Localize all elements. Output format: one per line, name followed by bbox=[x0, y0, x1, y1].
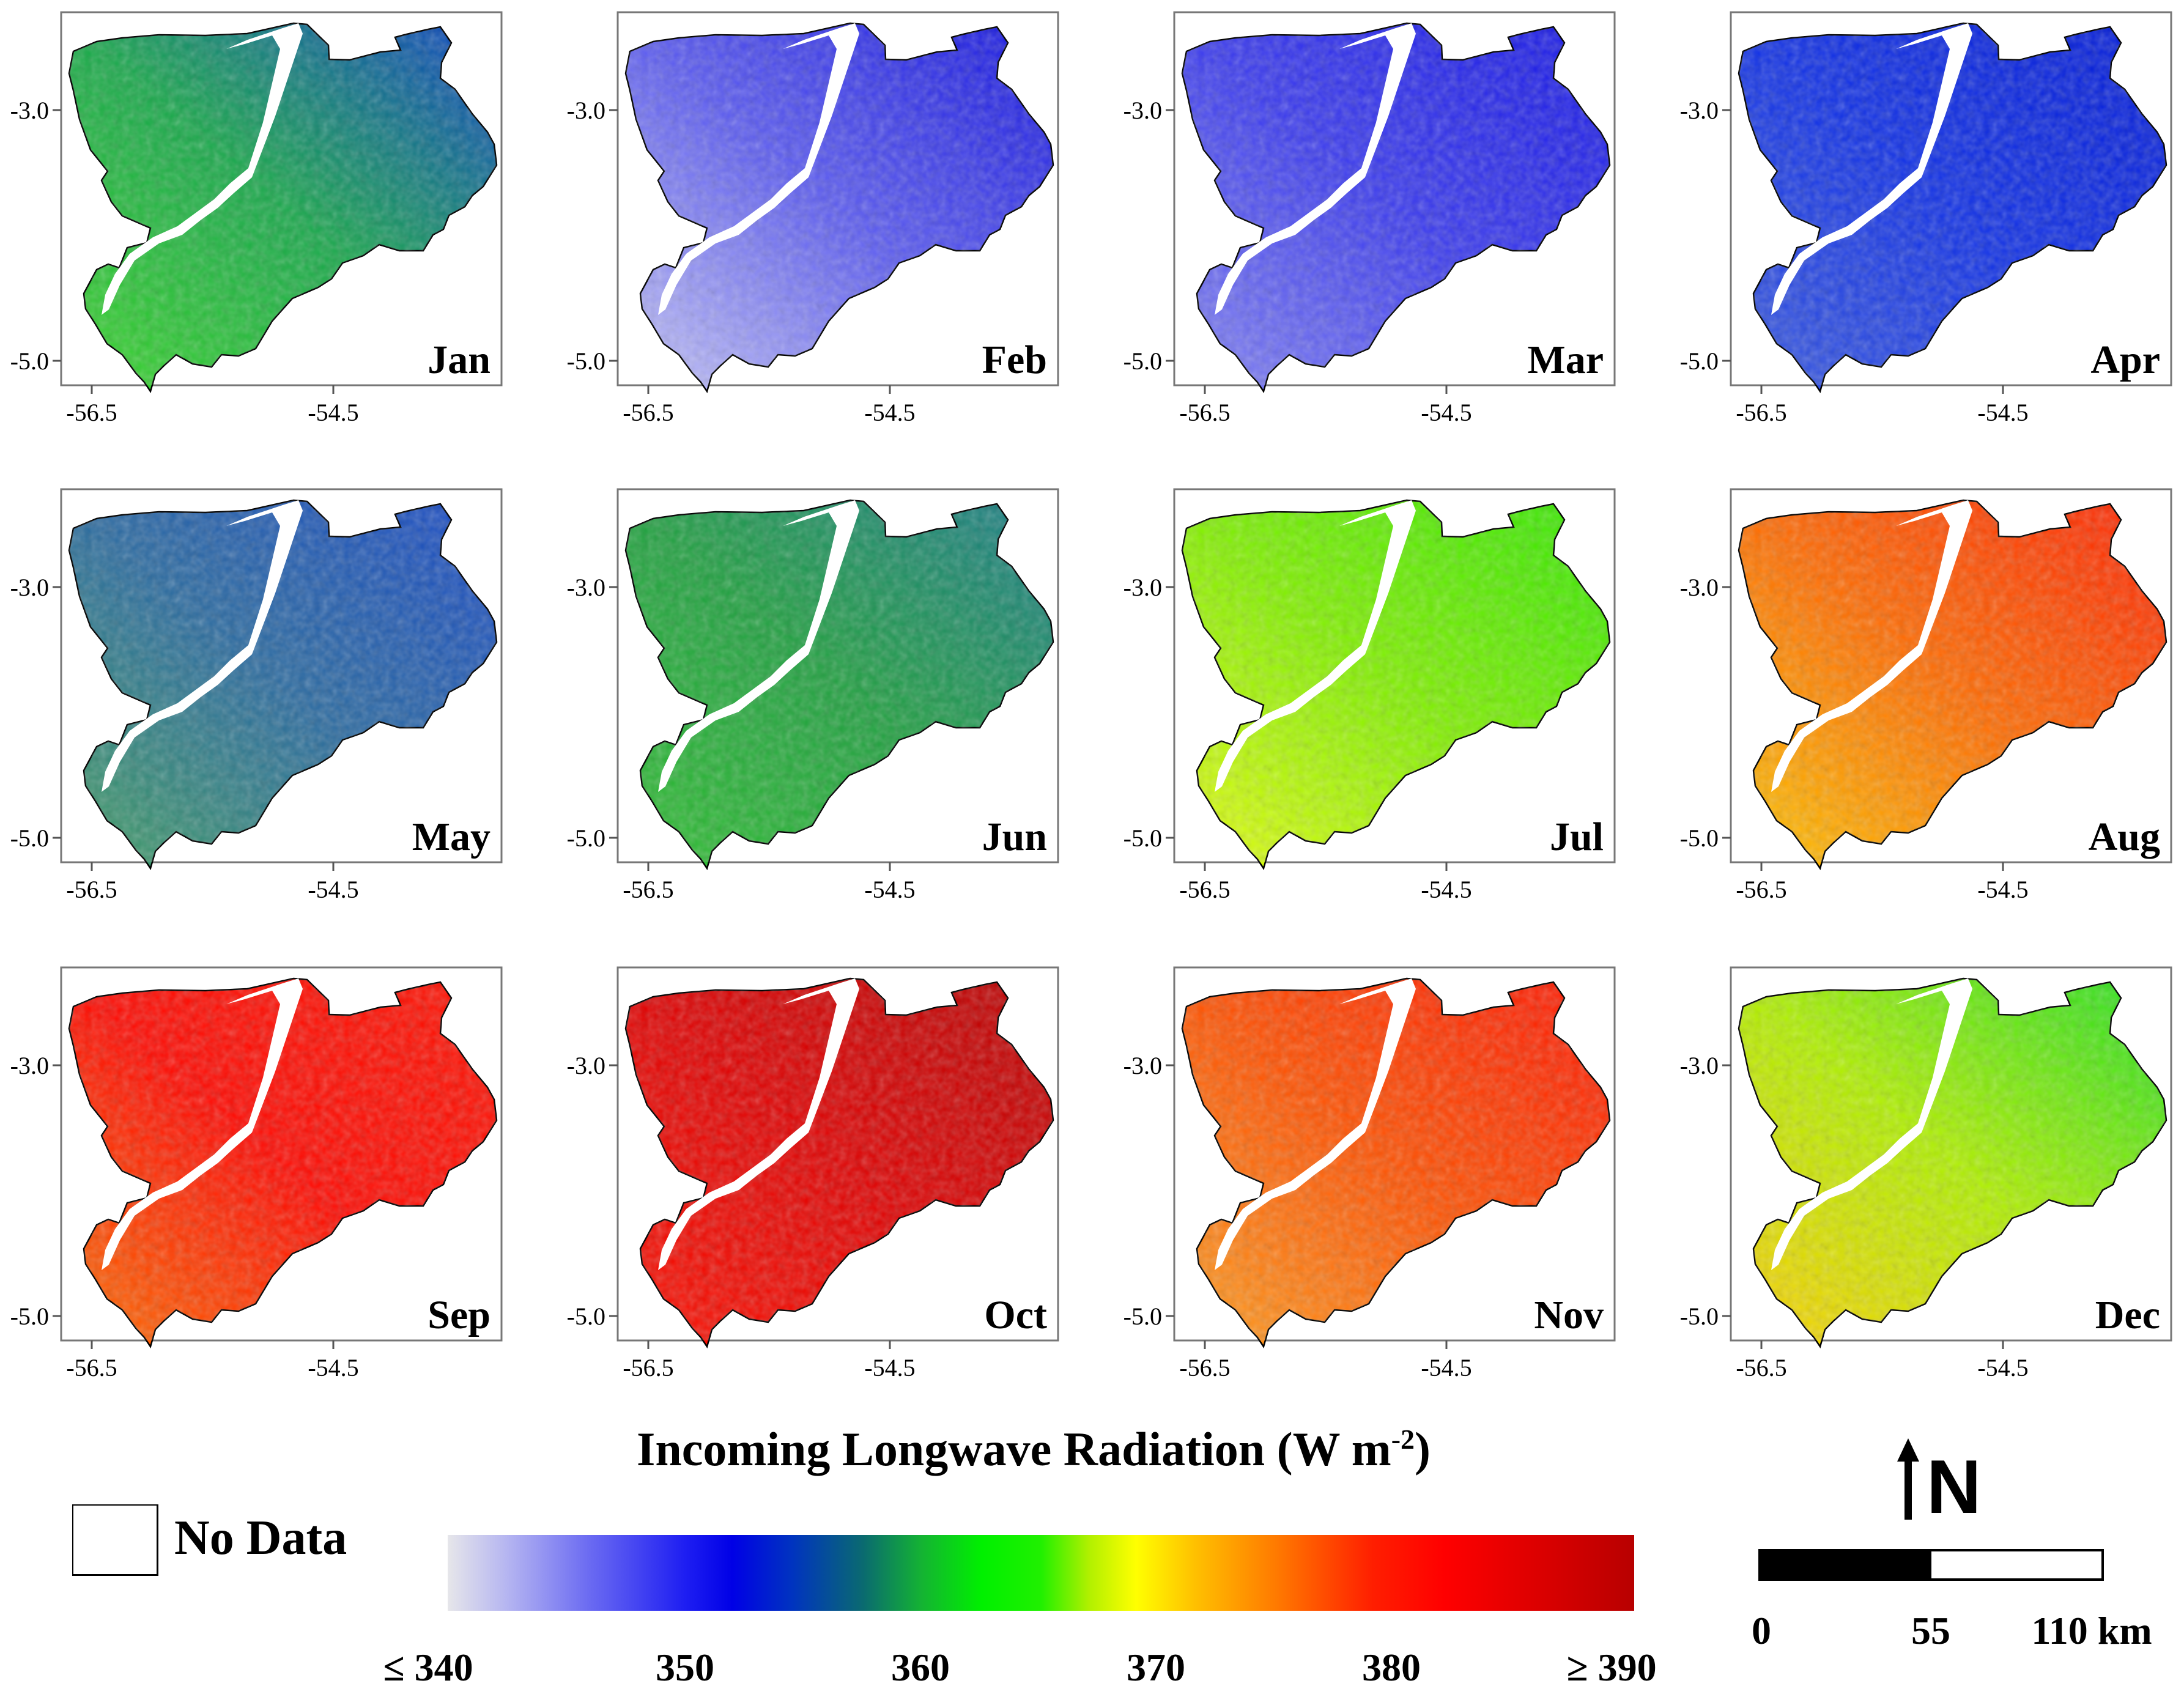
map-panel-may: May -3.0 -5.0 -56.5 -54.5 bbox=[10, 488, 503, 903]
lon-tick-label: -56.5 bbox=[1179, 399, 1230, 426]
lat-tick-label: -5.0 bbox=[10, 1303, 49, 1330]
lat-tick-label: -5.0 bbox=[1680, 824, 1719, 852]
colorbar-tick-390: ≥ 390 bbox=[1566, 1646, 1657, 1689]
lat-tick-label: -3.0 bbox=[567, 574, 605, 601]
month-label: May bbox=[412, 815, 490, 859]
scale-label-0: 0 bbox=[1752, 1609, 1771, 1652]
lat-tick-label: -3.0 bbox=[567, 97, 605, 124]
lat-tick-label: -3.0 bbox=[567, 1052, 605, 1079]
lat-tick-label: -5.0 bbox=[10, 347, 49, 375]
lat-tick-label: -3.0 bbox=[10, 574, 49, 601]
lon-tick-label: -54.5 bbox=[308, 1354, 358, 1381]
month-label: Sep bbox=[428, 1293, 490, 1337]
lon-tick-label: -56.5 bbox=[1736, 876, 1786, 903]
lon-tick-label: -54.5 bbox=[1977, 876, 2028, 903]
month-label: Feb bbox=[982, 338, 1047, 382]
lat-tick-label: -5.0 bbox=[1123, 1303, 1162, 1330]
lat-tick-label: -3.0 bbox=[1123, 97, 1162, 124]
colorbar-tick-370: 370 bbox=[1127, 1646, 1185, 1689]
lon-tick-label: -54.5 bbox=[1977, 1354, 2028, 1381]
lon-tick-label: -54.5 bbox=[1977, 399, 2028, 426]
lon-tick-label: -56.5 bbox=[66, 399, 117, 426]
lon-tick-label: -54.5 bbox=[864, 399, 915, 426]
lon-tick-label: -56.5 bbox=[623, 1354, 673, 1381]
lat-tick-label: -5.0 bbox=[1123, 824, 1162, 852]
scale-label-110: 110 km bbox=[2031, 1609, 2152, 1652]
lat-tick-label: -5.0 bbox=[1680, 1303, 1719, 1330]
map-panel-aug: Aug -3.0 -5.0 -56.5 -54.5 bbox=[1680, 488, 2172, 903]
map-panel-nov: Nov -3.0 -5.0 -56.5 -54.5 bbox=[1123, 966, 1616, 1381]
map-panel-jan: Jan -3.0 -5.0 -56.5 -54.5 bbox=[10, 11, 503, 426]
lat-tick-label: -3.0 bbox=[1123, 1052, 1162, 1079]
month-label: Nov bbox=[1534, 1293, 1604, 1337]
lon-tick-label: -54.5 bbox=[1421, 876, 1471, 903]
colorbar-tick-380: 380 bbox=[1362, 1646, 1421, 1689]
lat-tick-label: -3.0 bbox=[1680, 574, 1719, 601]
colorbar bbox=[448, 1535, 1634, 1611]
map-panel-jul: Jul -3.0 -5.0 -56.5 -54.5 bbox=[1123, 488, 1616, 903]
lat-tick-label: -5.0 bbox=[1680, 347, 1719, 375]
map-panel-dec: Dec -3.0 -5.0 -56.5 -54.5 bbox=[1680, 966, 2172, 1381]
month-label: Jul bbox=[1550, 815, 1604, 859]
map-panel-mar: Mar -3.0 -5.0 -56.5 -54.5 bbox=[1123, 11, 1616, 426]
lon-tick-label: -54.5 bbox=[864, 1354, 915, 1381]
map-panel-oct: Oct -3.0 -5.0 -56.5 -54.5 bbox=[567, 966, 1059, 1381]
north-label: N bbox=[1927, 1445, 1982, 1529]
lat-tick-label: -3.0 bbox=[1680, 1052, 1719, 1079]
scale-bar bbox=[1758, 1549, 2104, 1581]
lon-tick-label: -54.5 bbox=[864, 876, 915, 903]
map-panel-jun: Jun -3.0 -5.0 -56.5 -54.5 bbox=[567, 488, 1059, 903]
lon-tick-label: -56.5 bbox=[1736, 1354, 1786, 1381]
legend-title: Incoming Longwave Radiation (W m-2) bbox=[637, 1422, 1431, 1476]
lat-tick-label: -5.0 bbox=[567, 347, 605, 375]
lon-tick-label: -56.5 bbox=[1179, 876, 1230, 903]
month-label: Jan bbox=[428, 338, 490, 382]
lon-tick-label: -54.5 bbox=[308, 876, 358, 903]
lon-tick-label: -56.5 bbox=[623, 876, 673, 903]
colorbar-tick-360: 360 bbox=[891, 1646, 950, 1689]
no-data-swatch bbox=[72, 1504, 158, 1576]
map-panel-sep: Sep -3.0 -5.0 -56.5 -54.5 bbox=[10, 966, 503, 1381]
scale-label-55: 55 bbox=[1911, 1609, 1950, 1652]
no-data-label: No Data bbox=[174, 1511, 347, 1565]
lon-tick-label: -54.5 bbox=[1421, 1354, 1471, 1381]
lat-tick-label: -5.0 bbox=[567, 1303, 605, 1330]
lat-tick-label: -3.0 bbox=[10, 97, 49, 124]
lat-tick-label: -5.0 bbox=[1123, 347, 1162, 375]
month-label: Jun bbox=[982, 815, 1047, 859]
lon-tick-label: -56.5 bbox=[66, 1354, 117, 1381]
lat-tick-label: -5.0 bbox=[567, 824, 605, 852]
map-panel-apr: Apr -3.0 -5.0 -56.5 -54.5 bbox=[1680, 11, 2172, 426]
lat-tick-label: -3.0 bbox=[10, 1052, 49, 1079]
lon-tick-label: -56.5 bbox=[1736, 399, 1786, 426]
month-label: Apr bbox=[2090, 338, 2160, 382]
colorbar-tick-350: 350 bbox=[656, 1646, 714, 1689]
lon-tick-label: -54.5 bbox=[308, 399, 358, 426]
colorbar-tick-340: ≤ 340 bbox=[383, 1646, 473, 1689]
month-label: Mar bbox=[1527, 338, 1604, 382]
north-arrow-icon bbox=[1897, 1438, 1919, 1520]
lon-tick-label: -54.5 bbox=[1421, 399, 1471, 426]
lat-tick-label: -5.0 bbox=[10, 824, 49, 852]
lat-tick-label: -3.0 bbox=[1123, 574, 1162, 601]
lat-tick-label: -3.0 bbox=[1680, 97, 1719, 124]
month-label: Aug bbox=[2089, 815, 2160, 859]
lon-tick-label: -56.5 bbox=[623, 399, 673, 426]
month-label: Dec bbox=[2095, 1293, 2160, 1337]
lon-tick-label: -56.5 bbox=[66, 876, 117, 903]
month-label: Oct bbox=[984, 1293, 1047, 1337]
lon-tick-label: -56.5 bbox=[1179, 1354, 1230, 1381]
map-panel-feb: Feb -3.0 -5.0 -56.5 -54.5 bbox=[567, 11, 1059, 426]
